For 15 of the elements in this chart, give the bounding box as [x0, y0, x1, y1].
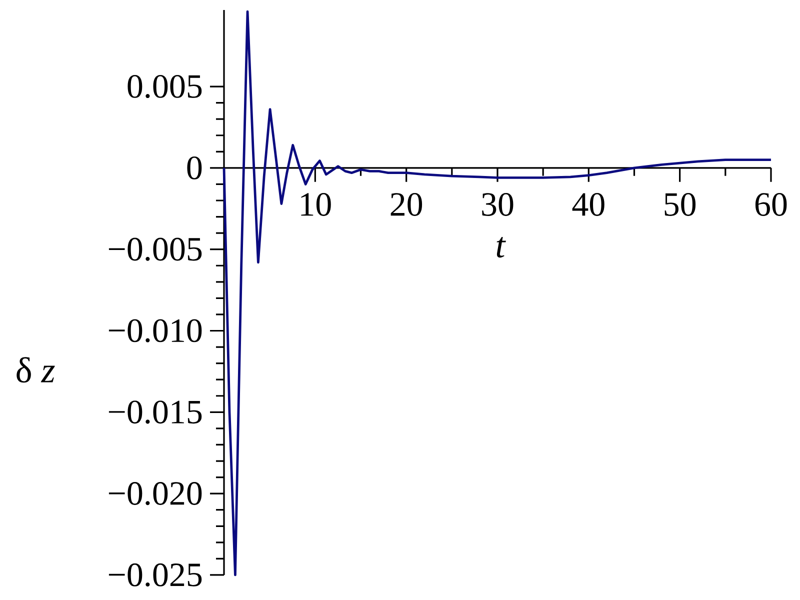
y-tick-label: −0.005	[108, 238, 202, 261]
y-axis-title: δ z	[16, 357, 55, 383]
y-tick-label: −0.025	[108, 563, 202, 587]
y-tick-label: −0.015	[108, 400, 202, 424]
x-tick-label: 60	[755, 192, 787, 216]
x-tick-label: 10	[301, 192, 331, 216]
x-tick-label: 30	[482, 192, 514, 216]
y-tick-label: 0	[187, 156, 202, 180]
x-tick-label: 50	[664, 192, 696, 216]
y-tick-label: 0.005	[128, 74, 202, 98]
y-tick-label: −0.020	[108, 482, 202, 506]
x-tick-label: 20	[390, 192, 422, 216]
y-tick-label: −0.010	[108, 319, 202, 342]
x-tick-label: 40	[572, 192, 604, 216]
x-axis-title: t	[496, 236, 506, 258]
